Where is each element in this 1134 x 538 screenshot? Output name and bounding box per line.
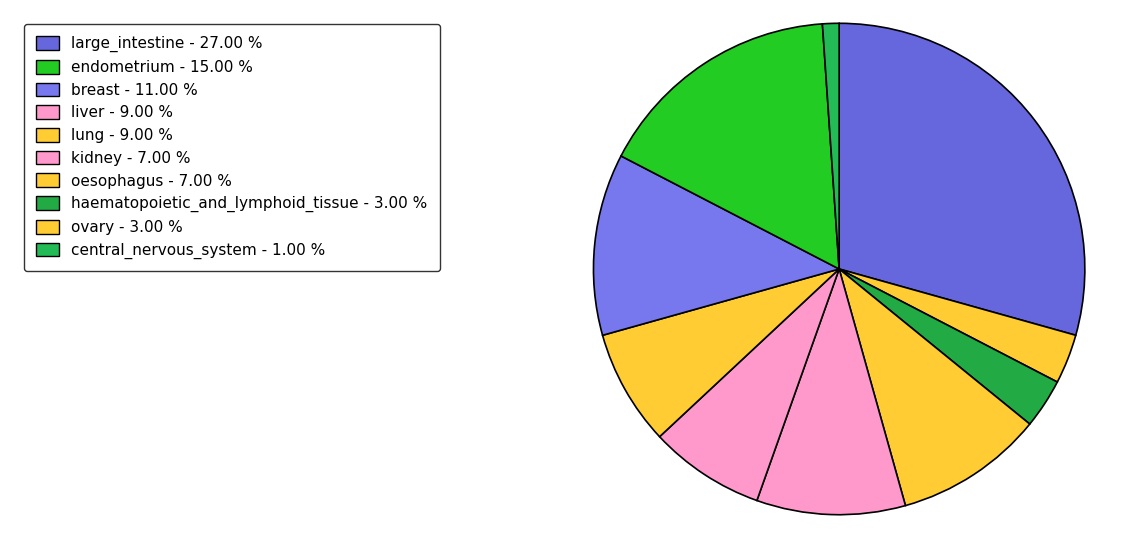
Wedge shape xyxy=(839,269,1030,506)
Wedge shape xyxy=(822,23,839,269)
Wedge shape xyxy=(602,269,839,437)
Wedge shape xyxy=(593,156,839,335)
Legend: large_intestine - 27.00 %, endometrium - 15.00 %, breast - 11.00 %, liver - 9.00: large_intestine - 27.00 %, endometrium -… xyxy=(24,24,440,271)
Wedge shape xyxy=(839,23,1085,335)
Wedge shape xyxy=(660,269,839,500)
Wedge shape xyxy=(839,269,1057,424)
Wedge shape xyxy=(621,24,839,269)
Wedge shape xyxy=(756,269,905,515)
Wedge shape xyxy=(839,269,1076,382)
